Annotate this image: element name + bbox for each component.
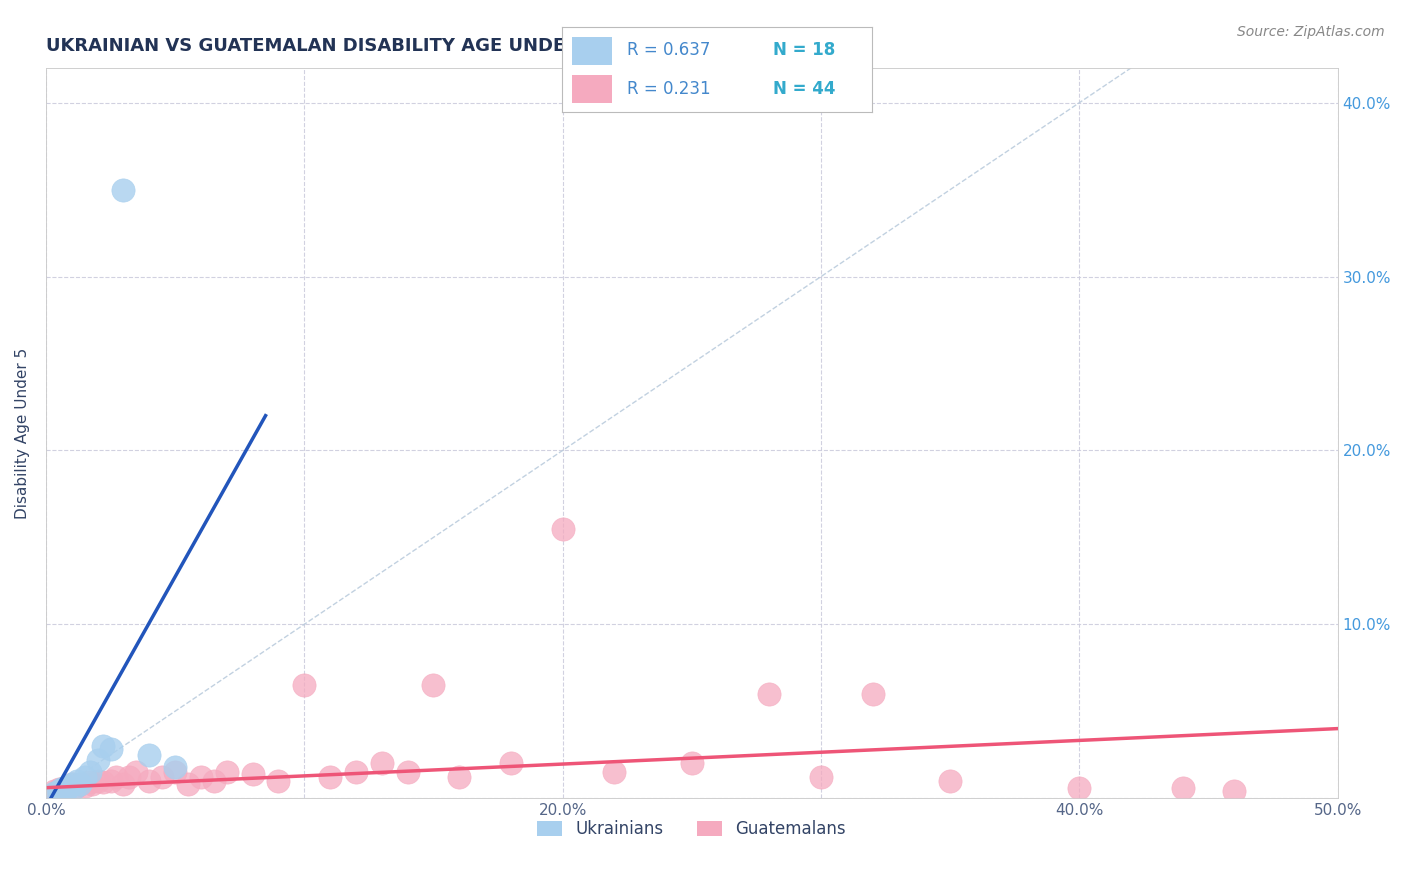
Point bbox=[292, 678, 315, 692]
Text: R = 0.231: R = 0.231 bbox=[627, 79, 711, 97]
Point bbox=[1171, 780, 1194, 795]
Point bbox=[758, 687, 780, 701]
Point bbox=[267, 773, 290, 788]
Point bbox=[73, 779, 96, 793]
Point bbox=[53, 780, 76, 795]
Point bbox=[862, 687, 884, 701]
Point bbox=[58, 779, 80, 793]
Point bbox=[202, 773, 225, 788]
Point bbox=[104, 770, 127, 784]
Text: N = 44: N = 44 bbox=[773, 79, 835, 97]
Point bbox=[100, 742, 122, 756]
Point bbox=[63, 780, 86, 795]
Point bbox=[371, 756, 394, 771]
Point bbox=[138, 747, 160, 762]
Point bbox=[551, 522, 574, 536]
Text: UKRAINIAN VS GUATEMALAN DISABILITY AGE UNDER 5 CORRELATION CHART: UKRAINIAN VS GUATEMALAN DISABILITY AGE U… bbox=[46, 37, 820, 55]
Point bbox=[344, 765, 367, 780]
Point bbox=[190, 770, 212, 784]
Point bbox=[66, 779, 89, 793]
Point bbox=[165, 765, 187, 780]
Point bbox=[60, 777, 83, 791]
Point bbox=[69, 777, 91, 791]
Point bbox=[215, 765, 238, 780]
Point bbox=[150, 770, 173, 784]
Point bbox=[112, 183, 135, 197]
Point bbox=[55, 782, 77, 797]
Point bbox=[73, 770, 96, 784]
Point bbox=[396, 765, 419, 780]
Point bbox=[53, 780, 76, 795]
FancyBboxPatch shape bbox=[572, 37, 612, 65]
Text: N = 18: N = 18 bbox=[773, 42, 835, 60]
Point bbox=[51, 782, 73, 797]
Point bbox=[86, 753, 108, 767]
Point bbox=[91, 775, 114, 789]
Point bbox=[499, 756, 522, 771]
Point bbox=[100, 773, 122, 788]
Text: Source: ZipAtlas.com: Source: ZipAtlas.com bbox=[1237, 25, 1385, 39]
Point bbox=[55, 780, 77, 795]
Point bbox=[681, 756, 703, 771]
Point bbox=[48, 784, 70, 798]
Point bbox=[449, 770, 471, 784]
Point bbox=[42, 786, 65, 800]
FancyBboxPatch shape bbox=[572, 75, 612, 103]
Point bbox=[125, 765, 148, 780]
Point bbox=[60, 777, 83, 791]
Point bbox=[86, 773, 108, 788]
Point bbox=[91, 739, 114, 753]
Text: R = 0.637: R = 0.637 bbox=[627, 42, 710, 60]
Point bbox=[810, 770, 832, 784]
Point bbox=[177, 777, 200, 791]
Point bbox=[138, 773, 160, 788]
Point bbox=[79, 775, 101, 789]
Point bbox=[1223, 784, 1246, 798]
Point bbox=[82, 777, 104, 791]
Point bbox=[112, 777, 135, 791]
Point bbox=[319, 770, 342, 784]
Legend: Ukrainians, Guatemalans: Ukrainians, Guatemalans bbox=[530, 814, 853, 845]
Point bbox=[117, 770, 139, 784]
Point bbox=[42, 784, 65, 798]
Point bbox=[48, 782, 70, 797]
Point bbox=[165, 760, 187, 774]
Point bbox=[422, 678, 444, 692]
Point bbox=[939, 773, 962, 788]
Point bbox=[242, 766, 264, 780]
Point bbox=[1069, 780, 1091, 795]
Point bbox=[603, 765, 626, 780]
Point bbox=[69, 777, 91, 791]
Y-axis label: Disability Age Under 5: Disability Age Under 5 bbox=[15, 347, 30, 518]
Point bbox=[66, 773, 89, 788]
Point bbox=[79, 765, 101, 780]
